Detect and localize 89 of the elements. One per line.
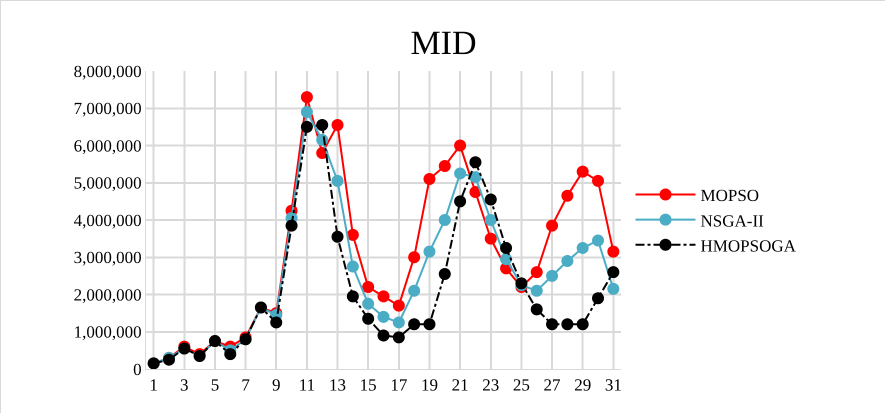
point — [484, 194, 497, 206]
point — [392, 316, 405, 328]
point — [484, 214, 497, 226]
point — [362, 281, 374, 294]
point — [224, 348, 236, 360]
y-tick-label: 8,000,000 — [74, 62, 142, 81]
legend-label: HMOPSOGA — [700, 236, 797, 256]
point — [576, 166, 589, 178]
point — [592, 292, 604, 304]
point — [530, 284, 543, 297]
point — [561, 254, 574, 267]
point — [423, 318, 436, 330]
x-tick-label: 9 — [272, 375, 280, 394]
point — [438, 160, 451, 172]
point — [561, 318, 574, 330]
x-tick-label: 17 — [390, 375, 408, 394]
x-tick-label: 3 — [180, 375, 189, 394]
point — [500, 253, 512, 266]
point — [530, 266, 543, 278]
point — [316, 119, 328, 132]
point — [346, 290, 359, 302]
point — [561, 190, 574, 202]
legend-label: NSGA-II — [700, 211, 764, 230]
point — [438, 268, 451, 280]
y-tick-label: 6,000,000 — [74, 136, 142, 156]
point — [576, 242, 589, 254]
x-tick-label: 19 — [420, 375, 438, 394]
y-tick-label: 5,000,000 — [74, 174, 142, 193]
x-tick-label: 21 — [452, 375, 469, 394]
point — [469, 171, 482, 184]
point — [546, 220, 558, 232]
point — [423, 173, 436, 186]
point — [576, 318, 589, 330]
point — [300, 120, 313, 133]
point — [607, 246, 620, 258]
point — [454, 140, 466, 152]
point — [300, 91, 313, 104]
x-tick-label: 27 — [544, 375, 562, 394]
point — [392, 331, 405, 344]
x-tick-label: 29 — [574, 375, 592, 394]
point — [300, 106, 313, 118]
y-tick-label: 2,000,000 — [74, 285, 142, 304]
y-tick-label: 7,000,000 — [74, 99, 142, 118]
y-tick-label: 4,000,000 — [74, 210, 142, 230]
point — [362, 312, 374, 325]
x-tick-label: 13 — [329, 375, 346, 394]
point — [484, 232, 497, 245]
x-tick-label: 7 — [241, 375, 250, 394]
point — [500, 242, 512, 254]
x-tick-label: 1 — [149, 375, 158, 394]
point — [270, 316, 282, 328]
point — [546, 270, 558, 282]
point — [392, 300, 405, 312]
x-tick-label: 15 — [360, 375, 377, 394]
point — [408, 284, 420, 297]
point — [378, 290, 390, 302]
point — [592, 174, 604, 187]
point — [530, 303, 543, 316]
point — [332, 174, 344, 187]
point — [286, 220, 298, 232]
point — [454, 167, 466, 180]
point — [438, 214, 451, 226]
point — [546, 318, 558, 330]
point — [423, 246, 436, 258]
x-tick-label: 31 — [604, 375, 622, 394]
y-tick-label: 3,000,000 — [74, 248, 142, 268]
y-tick-label: 1,000,000 — [74, 322, 142, 342]
point — [607, 282, 620, 295]
chart-title: MID — [410, 25, 477, 62]
legend-label: MOPSO — [700, 186, 760, 206]
point — [408, 251, 420, 264]
point — [378, 329, 390, 342]
x-tick-label: 25 — [512, 375, 530, 394]
x-tick-label: 23 — [482, 375, 500, 394]
point — [332, 230, 344, 243]
point — [362, 298, 374, 310]
y-tick-label: 0 — [133, 360, 142, 379]
point — [332, 119, 344, 132]
point — [346, 260, 359, 273]
x-tick-label: 5 — [210, 375, 220, 394]
point — [408, 318, 420, 330]
point — [592, 234, 604, 246]
point — [346, 228, 359, 241]
point — [469, 156, 482, 168]
point — [469, 186, 482, 198]
point — [378, 310, 390, 323]
point — [454, 195, 466, 208]
point — [607, 266, 620, 278]
x-tick-label: 11 — [298, 375, 316, 394]
